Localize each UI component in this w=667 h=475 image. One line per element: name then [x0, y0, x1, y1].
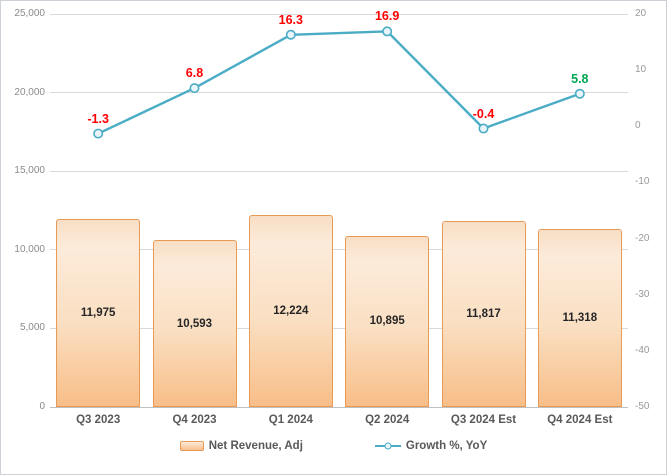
growth-line: [97, 30, 581, 135]
x-axis-label-q3-2023: Q3 2023: [76, 414, 121, 426]
bar-q4-2023: 10,593: [152, 240, 237, 407]
gridline: [50, 13, 628, 15]
gridline: [50, 170, 628, 172]
y-right-tick-label: 0: [635, 120, 641, 132]
growth-label-q4-2024-est: 5.8: [571, 71, 589, 86]
growth-label-q3-2023: -1.3: [87, 111, 109, 126]
bar-value-label: 10,895: [369, 315, 405, 328]
bar-q1-2024: 12,224: [248, 214, 333, 407]
y-right-tick-label: -30: [635, 288, 650, 300]
x-axis-label-q4-2023: Q4 2023: [172, 414, 217, 426]
line-marker-q3-2024-est: [478, 123, 489, 134]
bar-q4-2024-est: 11,318: [537, 229, 622, 407]
y-left-tick-label: 5,000: [19, 322, 45, 334]
x-axis-label-q1-2024: Q1 2024: [268, 414, 313, 426]
growth-label-q1-2024: 16.3: [278, 12, 303, 27]
y-left-tick-label: 0: [39, 401, 45, 412]
x-axis-label-q2-2024: Q2 2024: [365, 414, 410, 426]
line-marker-q4-2023: [189, 83, 200, 94]
x-axis-label-q4-2024-est: Q4 2024 Est: [547, 414, 613, 426]
line-marker-q4-2024-est: [574, 88, 585, 99]
legend-label: Growth %, YoY: [405, 440, 488, 452]
growth-line-svg: [93, 26, 585, 139]
gridline: [50, 327, 628, 329]
x-axis-label-q3-2024-est: Q3 2024 Est: [450, 414, 517, 426]
line-swatch-marker: [384, 442, 392, 450]
line-marker-q3-2023: [93, 128, 104, 139]
legend-label: Net Revenue, Adj: [208, 440, 303, 452]
bar-series-swatch: [179, 441, 204, 451]
bar-value-label: 11,975: [80, 306, 116, 319]
y-left-tick-label: 20,000: [14, 86, 45, 98]
gridline: [50, 406, 628, 408]
y-right-tick-label: -20: [635, 232, 650, 244]
y-right-tick-label: 10: [635, 64, 647, 76]
y-left-tick-label: 15,000: [14, 165, 45, 177]
gridline: [50, 92, 628, 94]
bar-value-label: 12,224: [273, 304, 309, 317]
bar-value-label: 11,817: [466, 308, 501, 321]
line-series-swatch: [374, 440, 401, 452]
bar-q2-2024: 10,895: [345, 235, 430, 407]
y-left-tick-label: 10,000: [14, 243, 45, 255]
bar-value-label: 11,318: [562, 312, 598, 325]
bar-q3-2024-est: 11,817: [441, 221, 526, 407]
growth-label-q2-2024: 16.9: [374, 9, 400, 24]
bar-q3-2023: 11,975: [56, 218, 141, 407]
y-right-tick-label: -50: [635, 401, 650, 412]
legend: Net Revenue, Adj Growth %, YoY: [1, 437, 666, 455]
legend-item-net-revenue: Net Revenue, Adj: [179, 440, 303, 452]
y-right-tick-label: -10: [635, 176, 650, 188]
line-marker-q1-2024: [285, 29, 296, 40]
legend-item-growth: Growth %, YoY: [374, 440, 488, 452]
y-right-tick-label: 20: [635, 8, 647, 19]
line-marker-q2-2024: [382, 26, 393, 37]
gridline: [50, 249, 628, 251]
growth-label-q3-2024-est: -0.4: [472, 106, 495, 121]
y-right-tick-label: -40: [635, 344, 650, 356]
growth-label-q4-2023: 6.8: [185, 66, 204, 81]
bar-value-label: 10,593: [176, 317, 213, 330]
y-left-tick-label: 25,000: [14, 8, 45, 19]
